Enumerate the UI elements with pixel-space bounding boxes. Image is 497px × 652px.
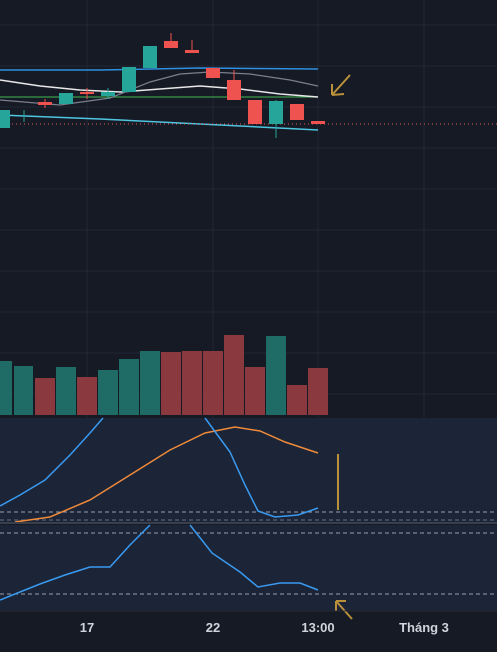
volume-bar [224, 335, 244, 415]
indicator-panel [0, 418, 497, 522]
candles [0, 33, 325, 138]
indicator-line [189, 524, 319, 591]
volume-bar [182, 351, 202, 415]
volume-bars [0, 335, 328, 415]
candle [59, 93, 73, 104]
band-upper [0, 67, 319, 71]
volume-bar [77, 377, 97, 415]
indicator-panel [0, 525, 497, 610]
volume-bar [140, 351, 160, 415]
annotation-arrow [331, 74, 351, 96]
ma-line [0, 71, 319, 106]
candle [122, 67, 136, 92]
indicator-line [0, 417, 104, 507]
volume-bar [56, 367, 76, 415]
candle [185, 50, 199, 53]
indicator-line [204, 417, 319, 518]
volume-bar [308, 368, 328, 415]
volume-bar [14, 366, 33, 415]
indicator-line [14, 426, 319, 523]
candle [164, 41, 178, 48]
volume-bar [287, 385, 307, 415]
volume-bar [0, 361, 12, 415]
volume-bar [35, 378, 55, 415]
band-lower [0, 114, 319, 131]
candle [227, 80, 241, 100]
candle [206, 68, 220, 78]
candle [0, 110, 10, 128]
candle [290, 104, 304, 120]
volume-bar [161, 352, 181, 415]
volume-bar [203, 351, 223, 415]
volume-bar [98, 370, 118, 415]
candle [38, 102, 52, 105]
x-axis-label: 17 [80, 620, 94, 635]
x-axis-label: Tháng 3 [399, 620, 449, 635]
x-axis-label: 22 [206, 620, 220, 635]
volume-bar [119, 359, 139, 415]
candle [269, 101, 283, 124]
annotation-arrow [335, 600, 353, 620]
indicator-line [0, 524, 151, 601]
candle [143, 46, 157, 68]
candle [248, 100, 262, 124]
volume-bar [266, 336, 286, 415]
ma-line [0, 79, 319, 98]
x-axis-label: 13:00 [301, 620, 334, 635]
candle [101, 92, 115, 96]
volume-bar [245, 367, 265, 415]
candle [311, 121, 325, 124]
candle [80, 92, 94, 94]
